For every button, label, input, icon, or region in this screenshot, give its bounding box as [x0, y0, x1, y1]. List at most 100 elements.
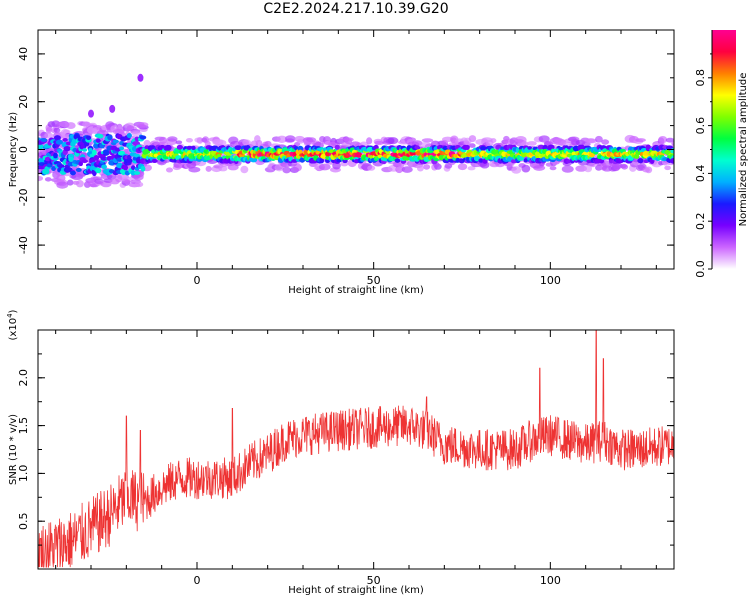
- heatmap-cell: [191, 145, 196, 151]
- heatmap-cell: [134, 171, 141, 175]
- heatmap-halo: [66, 179, 74, 186]
- heatmap-halo: [53, 127, 61, 133]
- heatmap-halo: [561, 165, 574, 173]
- heatmap-cell: [85, 135, 92, 141]
- heatmap-cell: [319, 158, 325, 164]
- heatmap-cell: [176, 144, 184, 150]
- heatmap-cell: [558, 146, 564, 151]
- heatmap-cell: [164, 144, 172, 151]
- heatmap-cell: [125, 158, 133, 164]
- heatmap-halo: [131, 131, 142, 136]
- heatmap-halo: [664, 165, 671, 171]
- heatmap-cell: [91, 149, 97, 156]
- heatmap-cell: [394, 158, 401, 163]
- heatmap-cell: [53, 135, 61, 141]
- heatmap-outlier: [88, 109, 94, 118]
- heatmap-marks: [38, 73, 674, 189]
- colorbar-tick-label: 0.2: [694, 212, 707, 230]
- heatmap-halo: [293, 163, 302, 172]
- heatmap-halo: [479, 161, 490, 169]
- heatmap-halo: [284, 135, 296, 143]
- heatmap-cell: [521, 153, 527, 158]
- heatmap-cell: [122, 164, 129, 171]
- heatmap-cell: [664, 150, 671, 155]
- heatmap-halo: [112, 128, 125, 135]
- colorbar-label: Normalized spectral amplitude: [738, 73, 749, 227]
- heatmap-cell: [480, 146, 487, 151]
- snr-series-line: [38, 330, 674, 568]
- heatmap-halo: [554, 138, 566, 146]
- heatmap-cell: [566, 159, 571, 164]
- heatmap-halo: [196, 137, 204, 144]
- heatmap-halo: [218, 165, 228, 172]
- heatmap-cell: [355, 152, 363, 158]
- heatmap-halo: [527, 141, 537, 146]
- heatmap-outlier: [137, 73, 144, 82]
- heatmap-halo: [165, 167, 174, 173]
- heatmap-cell: [95, 138, 101, 143]
- heatmap-halo: [242, 139, 252, 146]
- heatmap-halo: [276, 135, 288, 143]
- heatmap-cell: [297, 145, 304, 152]
- heatmap-cell: [112, 139, 119, 144]
- heatmap-halo: [621, 164, 629, 170]
- heatmap-cell: [303, 149, 309, 156]
- bottom-y-axis-label: SNR (10 * v/v): [8, 414, 19, 485]
- heatmap-halo: [136, 124, 147, 129]
- heatmap-halo: [134, 181, 144, 188]
- heatmap-halo: [75, 180, 84, 188]
- heatmap-halo: [201, 137, 208, 143]
- heatmap-cell: [96, 133, 104, 139]
- heatmap-halo: [467, 166, 476, 171]
- heatmap-halo: [549, 166, 557, 171]
- heatmap-halo: [367, 165, 376, 171]
- top-y-tick-label: -20: [17, 188, 30, 206]
- heatmap-cell: [534, 151, 540, 156]
- heatmap-halo: [611, 162, 623, 170]
- heatmap-halo: [175, 140, 183, 145]
- bottom-y-tick-label: 1.0: [17, 465, 30, 483]
- heatmap-cell: [669, 157, 674, 164]
- heatmap-cell: [377, 154, 383, 159]
- top-x-tick-label: 100: [540, 274, 561, 287]
- heatmap-halo: [318, 163, 331, 171]
- heatmap-cell: [235, 145, 241, 151]
- heatmap-cell: [95, 167, 102, 174]
- heatmap-halo: [38, 175, 44, 182]
- top-y-tick-label: 0: [17, 146, 30, 153]
- top-x-tick-label: 50: [367, 274, 381, 287]
- heatmap-halo: [635, 138, 646, 143]
- heatmap-halo: [469, 143, 476, 148]
- heatmap-halo: [468, 135, 477, 143]
- heatmap-cell: [151, 158, 158, 163]
- heatmap-cell: [102, 149, 110, 156]
- heatmap-halo: [306, 137, 317, 143]
- top-y-tick-label: 20: [17, 95, 30, 109]
- heatmap-cell: [101, 164, 107, 170]
- heatmap-cell: [140, 165, 146, 172]
- bottom-frame: [37, 329, 675, 570]
- heatmap-halo: [133, 172, 144, 181]
- heatmap-halo: [44, 177, 52, 182]
- heatmap-cell: [334, 144, 340, 150]
- page-title: C2E2.2024.217.10.39.G20: [263, 1, 449, 17]
- heatmap-halo: [123, 179, 131, 185]
- top-x-tick-label: 0: [194, 274, 201, 287]
- heatmap-halo: [645, 166, 653, 174]
- heatmap-cell: [130, 170, 136, 176]
- heatmap-halo: [66, 122, 76, 129]
- top-y-tick-label: -40: [17, 236, 30, 254]
- heatmap-halo: [490, 138, 497, 143]
- heatmap-cell: [75, 167, 82, 173]
- heatmap-cell: [81, 159, 88, 164]
- heatmap-halo: [658, 135, 668, 144]
- heatmap-cell: [80, 143, 85, 150]
- top-x-axis-label: Height of straight line (km): [288, 285, 424, 296]
- heatmap-halo: [56, 181, 69, 189]
- heatmap-halo: [665, 137, 674, 143]
- heatmap-cell: [527, 146, 533, 150]
- heatmap-cell: [465, 144, 470, 151]
- heatmap-halo: [457, 163, 468, 171]
- bottom-y-tick-label: 0.5: [17, 512, 30, 530]
- heatmap-halo: [332, 162, 341, 170]
